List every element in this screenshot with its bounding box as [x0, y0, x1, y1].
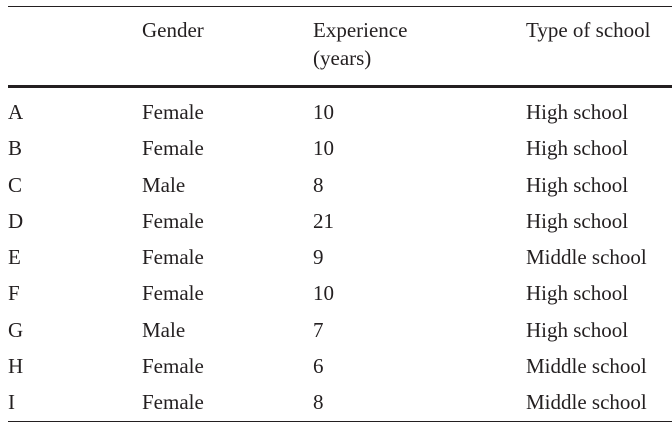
- experience-cell: 7: [313, 317, 324, 342]
- experience-cell: 21: [313, 208, 334, 233]
- table-container: Gender Experience (years) Type of school A F…: [8, 6, 672, 422]
- school-type-cell: High school: [526, 208, 629, 233]
- school-type-cell: Middle school: [526, 354, 647, 379]
- gender-cell: Male: [142, 172, 186, 197]
- school-type-cell: High school: [526, 136, 629, 161]
- school-type-cell: High school: [526, 172, 629, 197]
- gender-cell: Male: [142, 317, 186, 342]
- experience-cell: 8: [313, 390, 324, 415]
- gender-cell: Female: [142, 390, 204, 415]
- participant-cell: F: [8, 281, 20, 306]
- header-row: Gender Experience (years) Type of school: [8, 6, 672, 87]
- header-type-of-school: Type of school: [526, 7, 672, 87]
- school-type-cell: Middle school: [526, 245, 647, 270]
- experience-cell: 10: [313, 100, 334, 124]
- participant-cell: H: [8, 354, 24, 379]
- table-body: A Female 10 High school B Female 10 High school…: [8, 87, 672, 422]
- header-participant: [8, 7, 142, 87]
- header-text-line: (years): [313, 46, 372, 70]
- table-row: A Female 10 High school: [8, 87, 672, 131]
- experience-cell: 8: [313, 172, 324, 197]
- participants-table: Gender Experience (years) Type of school A F…: [8, 6, 672, 422]
- gender-cell: Female: [142, 354, 204, 379]
- table-row: D Female 21 High school: [8, 203, 672, 239]
- school-type-cell: High school: [526, 317, 629, 342]
- experience-cell: 6: [313, 354, 324, 379]
- table-row: G Male 7 High school: [8, 312, 672, 348]
- header-text-line: Experience: [313, 18, 408, 42]
- school-type-cell: High school: [526, 281, 629, 306]
- table-row: H Female 6 Middle school: [8, 348, 672, 384]
- experience-cell: 10: [313, 136, 334, 161]
- header-gender: Gender: [142, 7, 313, 87]
- participant-cell: G: [8, 317, 24, 342]
- header-text-line: Type of school: [526, 18, 651, 42]
- header-text-line: Gender: [142, 18, 204, 42]
- participant-cell: A: [8, 100, 24, 124]
- gender-cell: Female: [142, 208, 204, 233]
- participant-cell: E: [8, 245, 21, 270]
- school-type-cell: Middle school: [526, 390, 647, 415]
- experience-cell: 9: [313, 245, 324, 270]
- participant-cell: I: [8, 390, 15, 415]
- table-row: F Female 10 High school: [8, 275, 672, 311]
- table-header: Gender Experience (years) Type of school: [8, 6, 672, 87]
- header-experience: Experience (years): [313, 7, 526, 87]
- school-type-cell: High school: [526, 100, 629, 124]
- table-row: E Female 9 Middle school: [8, 239, 672, 275]
- table-row: B Female 10 High school: [8, 130, 672, 166]
- gender-cell: Female: [142, 100, 204, 124]
- table-row: I Female 8 Middle school: [8, 384, 672, 422]
- table-row: C Male 8 High school: [8, 167, 672, 203]
- participant-cell: B: [8, 136, 23, 161]
- participant-cell: C: [8, 172, 23, 197]
- experience-cell: 10: [313, 281, 334, 306]
- gender-cell: Female: [142, 136, 204, 161]
- gender-cell: Female: [142, 281, 204, 306]
- participant-cell: D: [8, 208, 24, 233]
- gender-cell: Female: [142, 245, 204, 270]
